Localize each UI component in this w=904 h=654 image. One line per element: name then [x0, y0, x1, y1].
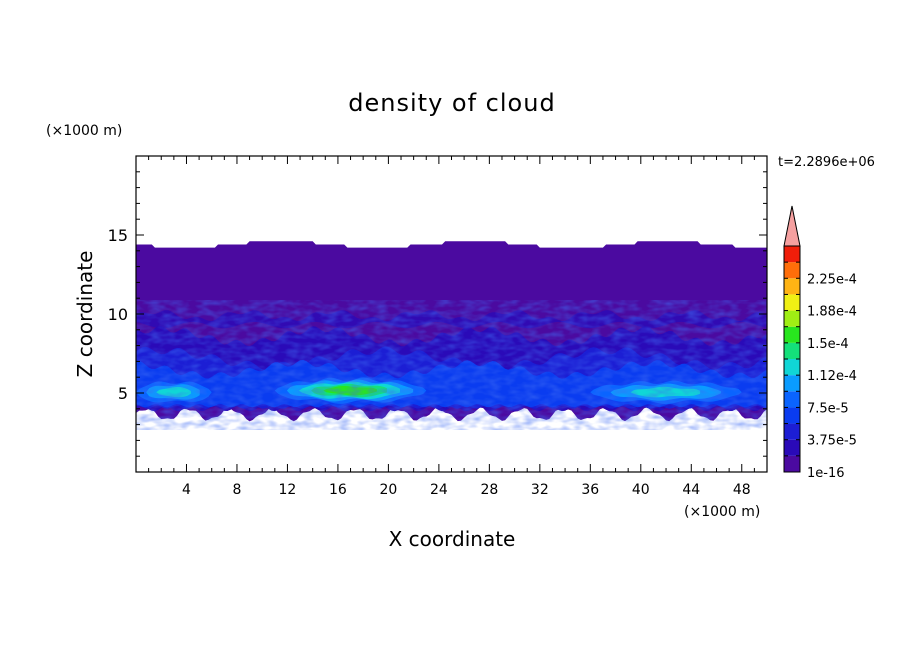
- colorbar-swatch: [784, 342, 800, 359]
- x-tick-label: 48: [733, 482, 751, 498]
- x-tick-label: 36: [581, 482, 599, 498]
- chart-title: density of cloud: [348, 89, 555, 117]
- y-ticks: 5 10 15: [108, 171, 767, 457]
- colorbar-swatch: [784, 359, 800, 376]
- colorbar-swatch: [784, 262, 800, 279]
- x-tick-label: 28: [480, 482, 498, 498]
- x-tick-label: 12: [279, 482, 297, 498]
- colorbar-swatch: [784, 407, 800, 424]
- time-label: t=2.2896e+06: [778, 155, 875, 170]
- colorbar-swatch: [784, 423, 800, 440]
- x-tick-label: 4: [182, 482, 191, 498]
- y-tick-label: 5: [118, 384, 128, 403]
- x-tick-label: 16: [329, 482, 347, 498]
- colorbar-swatch: [784, 455, 800, 472]
- x-tick-label: 20: [379, 482, 397, 498]
- colorbar-swatch: [784, 326, 800, 343]
- noise-texture: [136, 300, 767, 430]
- y-unit-label: (×1000 m): [46, 123, 122, 139]
- y-axis-label: Z coordinate: [73, 251, 97, 378]
- colorbar-swatch: [784, 246, 800, 263]
- colorbar-swatch: [784, 375, 800, 392]
- x-ticks: 4 8 12 16 20 24 28 32 36 40 44 48: [148, 156, 755, 498]
- x-tick-label: 8: [232, 482, 241, 498]
- colorbar-label: 2.25e-4: [807, 272, 857, 287]
- x-tick-label: 44: [682, 482, 700, 498]
- x-tick-label: 40: [632, 482, 650, 498]
- colorbar-swatch: [784, 439, 800, 456]
- y-tick-label: 15: [108, 226, 128, 245]
- y-tick-label: 10: [108, 305, 128, 324]
- colorbar-swatch: [784, 310, 800, 327]
- colorbar-label: 1.12e-4: [807, 369, 857, 384]
- colorbar-label: 7.5e-5: [807, 401, 849, 416]
- x-tick-label: 32: [531, 482, 549, 498]
- colorbar-label: 3.75e-5: [807, 434, 857, 449]
- colorbar-label: 1.88e-4: [807, 305, 857, 320]
- colorbar-swatch: [784, 278, 800, 295]
- colorbar-over-arrow: [783, 205, 801, 247]
- colorbar: 1e-16 3.75e-5 7.5e-5 1.12e-4 1.5e-4 1.88e-4 2.…: [783, 205, 857, 481]
- x-unit-label: (×1000 m): [684, 504, 760, 520]
- colorbar-label: 1e-16: [807, 466, 845, 481]
- plot-area: [136, 241, 767, 430]
- x-axis-label: X coordinate: [389, 527, 516, 551]
- x-tick-label: 24: [430, 482, 448, 498]
- colorbar-swatch: [784, 391, 800, 408]
- colorbar-label: 1.5e-4: [807, 337, 849, 352]
- colorbar-swatch: [784, 294, 800, 311]
